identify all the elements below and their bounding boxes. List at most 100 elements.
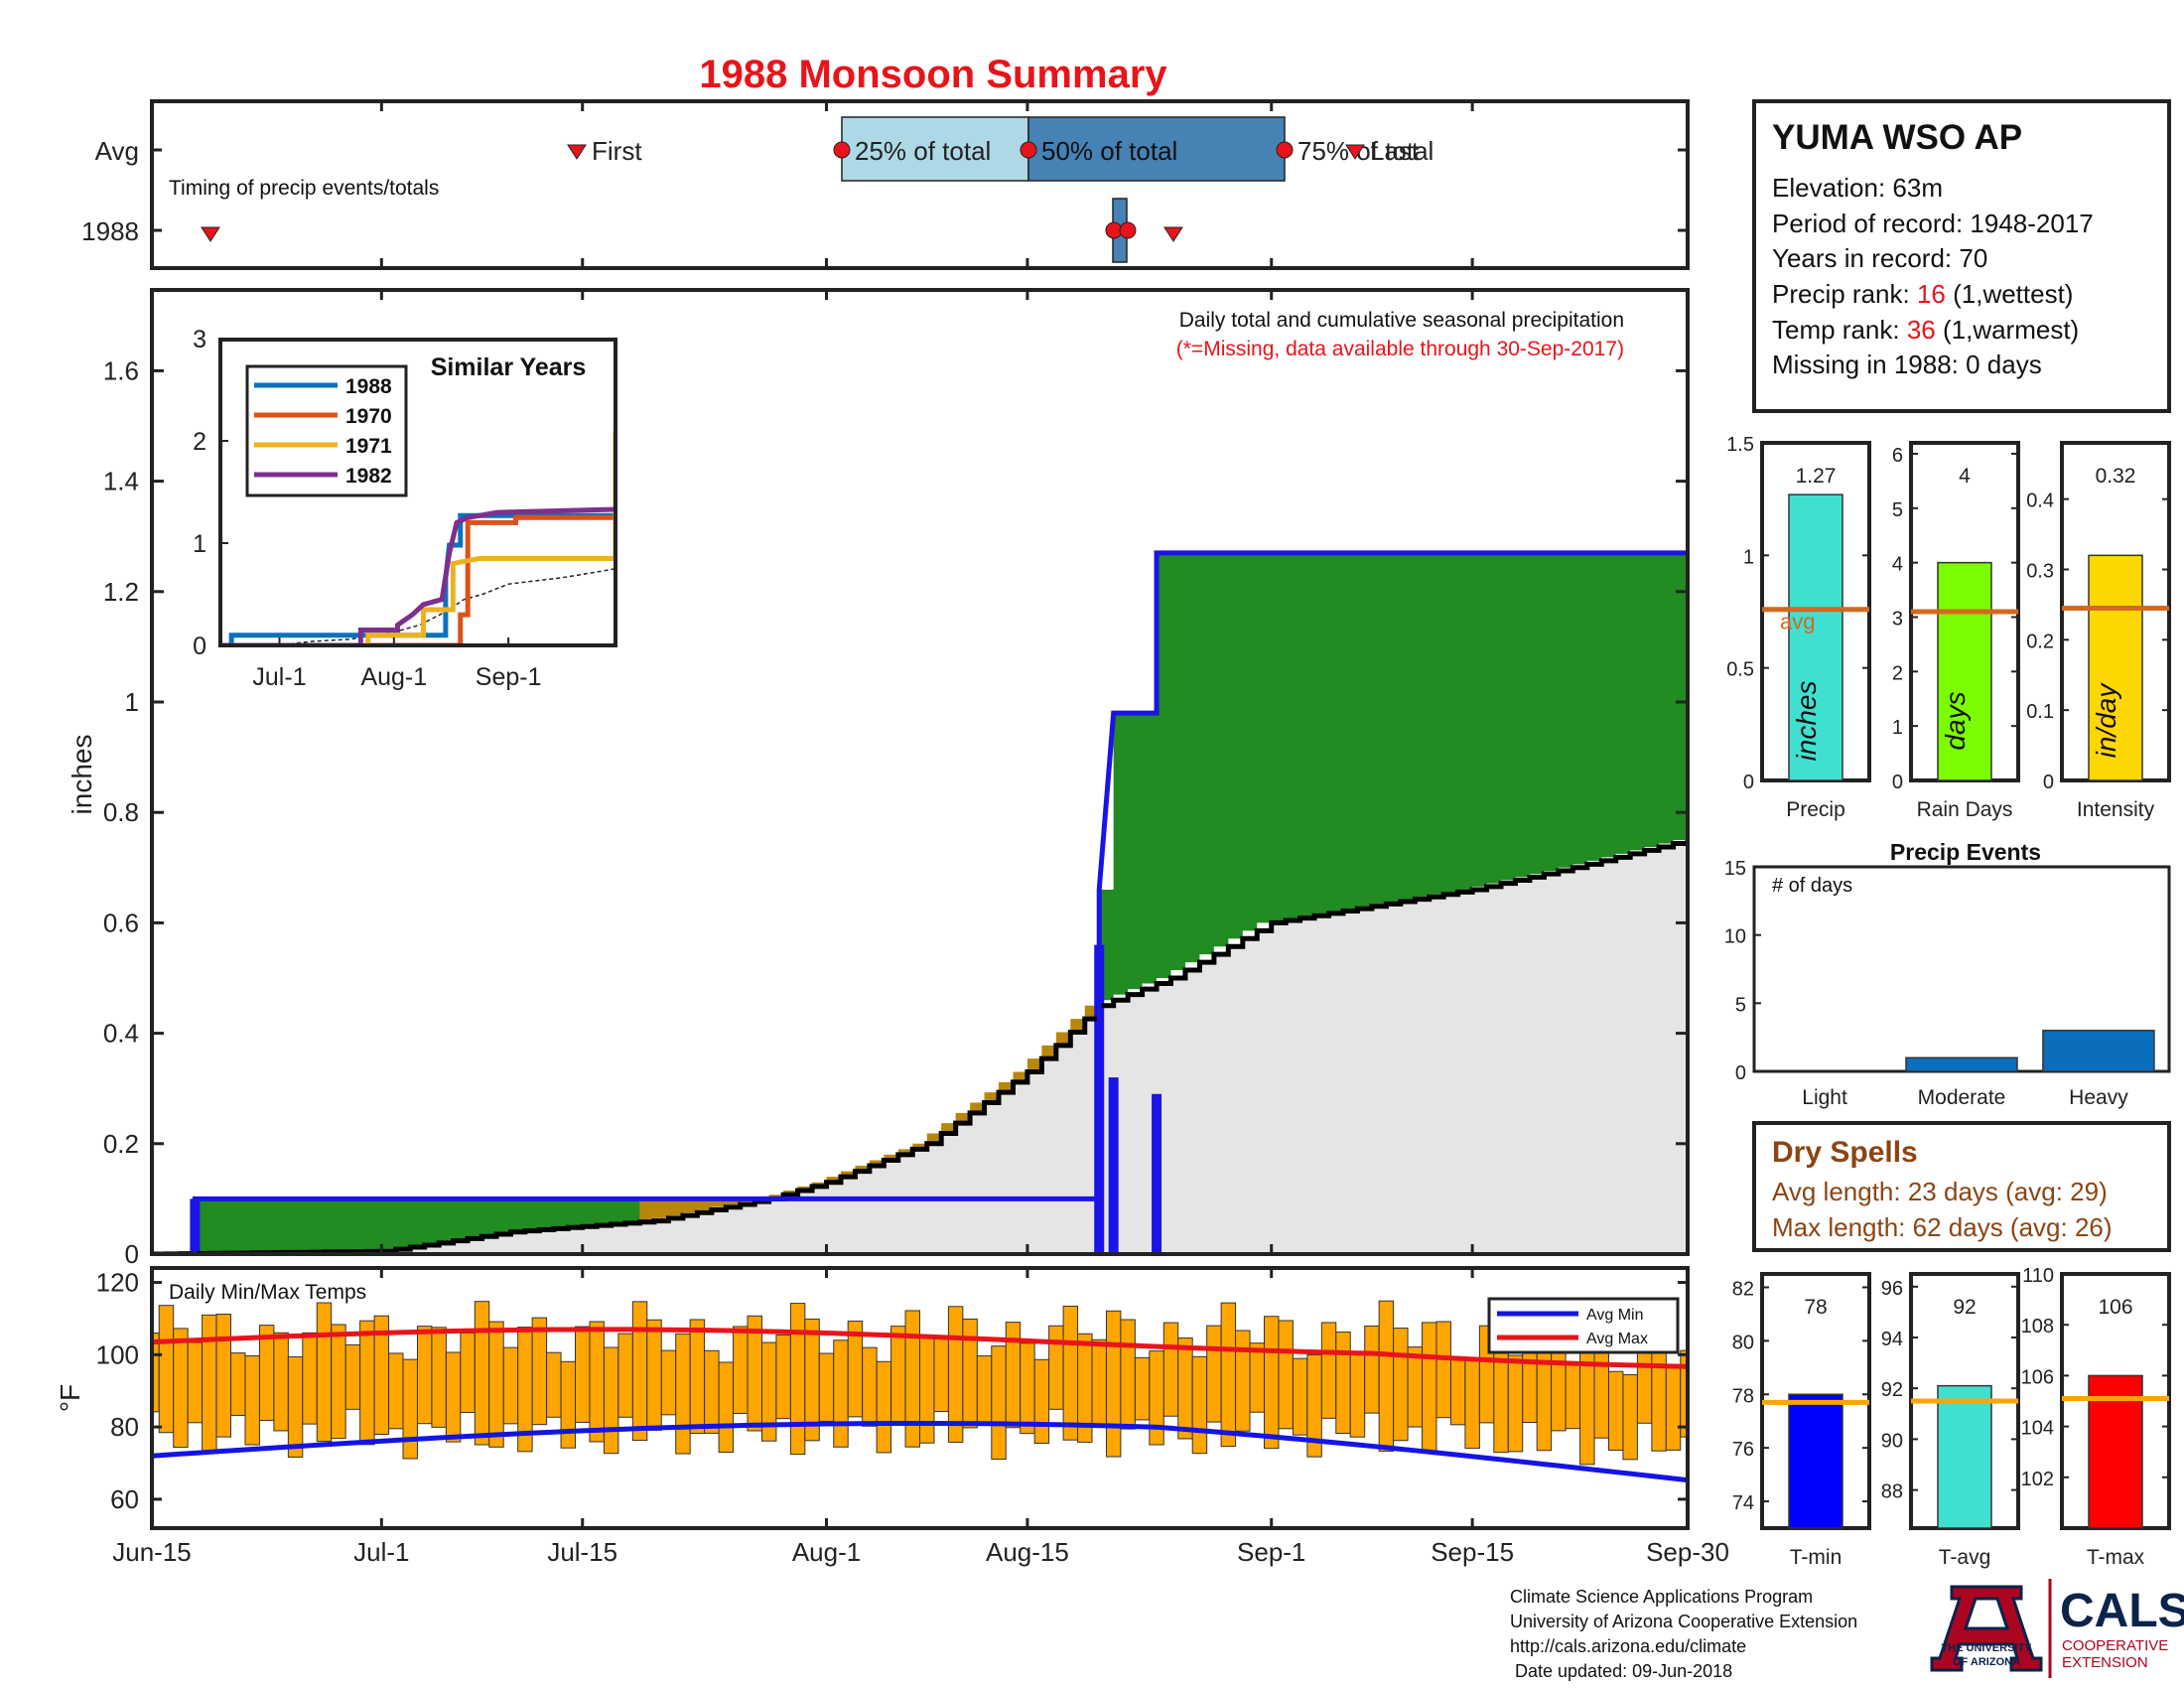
station-period: Period of record: 1948-2017 (1772, 209, 2094, 238)
tmin-panel-y-tick-0: 74 (1732, 1492, 1754, 1514)
temp-bar-74 (1206, 1325, 1222, 1423)
inset-x-tick-0: Jul-1 (252, 663, 306, 691)
avg-q50-marker (1020, 141, 1037, 159)
q50-75-box (1027, 116, 1286, 182)
temperature-panel: 60 80 100 120 Daily Min/Max Temps °F Avg Mi… (55, 1266, 1729, 1567)
temp-bar-102 (1607, 1370, 1624, 1452)
precip-panel-y-tick-0: 0 (1743, 772, 1754, 793)
x-tick-label-1: Jul-1 (353, 1537, 409, 1567)
main-y-tick-7: 1.4 (103, 467, 139, 496)
cals-logo: CALS (2060, 1585, 2184, 1637)
temp-bar-50 (862, 1346, 878, 1427)
x-tick-label-0: Jun-15 (112, 1537, 192, 1567)
avg-min-line (152, 1420, 1688, 1483)
inset-y-tick-0: 0 (193, 633, 206, 660)
temp-bar-72 (1177, 1337, 1193, 1440)
main-precip-panel: 0 0.2 0.4 0.6 0.8 1 1.2 1.4 1.6 inches Daily tot… (67, 288, 1690, 1269)
inset-x-tick-2: Sep-1 (476, 663, 542, 691)
temp-bar-95 (1507, 1354, 1524, 1453)
inset-y-tick-3: 3 (193, 326, 206, 353)
temp-bar-70 (1149, 1350, 1164, 1446)
temp-bar-77 (1249, 1342, 1265, 1413)
temp-bar-14 (344, 1343, 361, 1410)
temp-bar-44 (775, 1334, 791, 1420)
temp-bar-30 (575, 1326, 591, 1423)
temp-bar-25 (502, 1346, 519, 1425)
tavg-panel-xlabel: T-avg (1939, 1546, 1991, 1569)
precip-panel-y-tick-3: 1.5 (1726, 434, 1754, 456)
temp-bar-39 (704, 1349, 720, 1434)
main-y-tick-2: 0.4 (103, 1019, 139, 1049)
ua-line-1: THE UNIVERSITY (1941, 1642, 2032, 1654)
timing-row-avg: Avg (95, 136, 139, 166)
temp-bar-20 (431, 1327, 447, 1428)
raindays-panel-y-tick-5: 5 (1892, 499, 1903, 521)
inset-line-3 (220, 506, 615, 645)
temp-bar-27 (531, 1317, 548, 1426)
temp-bar-76 (1235, 1330, 1251, 1432)
intensity-panel-y-tick-0: 0 (2043, 772, 2054, 793)
temp-bar-53 (904, 1310, 920, 1448)
inset-legend-1971: 1971 (345, 435, 392, 458)
temp-label: Daily Min/Max Temps (169, 1281, 366, 1304)
temp-bar-48 (833, 1339, 849, 1448)
temp-bar-103 (1622, 1374, 1638, 1461)
temp-bar-4 (202, 1314, 217, 1455)
x-tick-label-6: Sep-15 (1431, 1537, 1514, 1567)
main-y-tick-8: 1.6 (103, 355, 139, 385)
temp-y-tick-1: 80 (110, 1412, 139, 1442)
raindays-panel-y-tick-1: 1 (1892, 717, 1903, 739)
raindays-panel-bar (1937, 561, 1992, 781)
precip-panel-y-tick-2: 1 (1743, 546, 1754, 568)
inset-legend-1970: 1970 (345, 405, 392, 428)
tavg-panel-y-tick-4: 96 (1881, 1278, 1903, 1300)
raindays-panel-unit: days (1940, 691, 1971, 750)
tmax-panel: 102 104 106 108 110 106 T-max (2021, 1265, 2171, 1569)
temp-bar-12 (316, 1302, 333, 1443)
precip-panel-xlabel: Precip (1786, 798, 1845, 821)
temp-bar-47 (818, 1352, 835, 1422)
temp-bar-11 (302, 1332, 318, 1425)
temp-bar-21 (445, 1351, 462, 1443)
tmin-panel-value: 78 (1804, 1296, 1827, 1319)
yr-last-marker (1163, 226, 1183, 242)
x-tick-label-3: Aug-1 (792, 1537, 861, 1567)
main-y-tick-4: 0.8 (103, 797, 139, 827)
footer-line-4: Date updated: 09-Jun-2018 (1510, 1661, 1732, 1681)
events-bar-heavy (2042, 1030, 2155, 1072)
x-tick-label-5: Sep-1 (1237, 1537, 1305, 1567)
raindays-panel-value: 4 (1959, 465, 1971, 488)
events-y-tick-2: 10 (1724, 926, 1746, 948)
avg-q50-label: 50% of total (1041, 136, 1177, 166)
avg-q75-label: 75% of total (1297, 136, 1433, 166)
temp-bar-87 (1393, 1328, 1409, 1442)
ua-logo: THE UNIVERSITY OF ARIZONA (1930, 1585, 2043, 1672)
cumulative-1988-line (192, 550, 1688, 1254)
temp-bar-34 (631, 1301, 648, 1442)
tavg-panel-y-tick-2: 92 (1881, 1379, 1903, 1401)
temp-y-tick-2: 100 (96, 1339, 139, 1369)
yr-q50-marker (1119, 221, 1137, 239)
temp-bar-66 (1091, 1338, 1107, 1426)
main-y-tick-0: 0 (125, 1239, 139, 1269)
tmax-panel-bar (2088, 1374, 2143, 1529)
temp-bar-31 (589, 1321, 605, 1443)
precip-panel-unit: inches (1791, 681, 1822, 762)
temp-bar-40 (718, 1361, 735, 1454)
tavg-panel-bar (1937, 1384, 1992, 1529)
temp-bar-85 (1364, 1325, 1380, 1414)
tmin-panel-xlabel: T-min (1790, 1546, 1843, 1569)
temp-bar-24 (488, 1321, 504, 1448)
temp-bar-19 (416, 1326, 433, 1425)
avg-last-marker (1345, 144, 1365, 160)
inset-line-2 (220, 430, 615, 645)
main-y-tick-5: 1 (125, 687, 139, 717)
temp-bar-2 (173, 1328, 189, 1449)
temp-bar-51 (876, 1360, 892, 1454)
temp-bar-99 (1565, 1361, 1581, 1430)
cals-sub-1: COOPERATIVE (2062, 1637, 2168, 1654)
temp-bar-69 (1134, 1356, 1151, 1421)
timing-label: Timing of precip events/totals (169, 177, 439, 200)
intensity-panel-xlabel: Intensity (2077, 798, 2155, 821)
temp-bar-86 (1378, 1300, 1395, 1452)
